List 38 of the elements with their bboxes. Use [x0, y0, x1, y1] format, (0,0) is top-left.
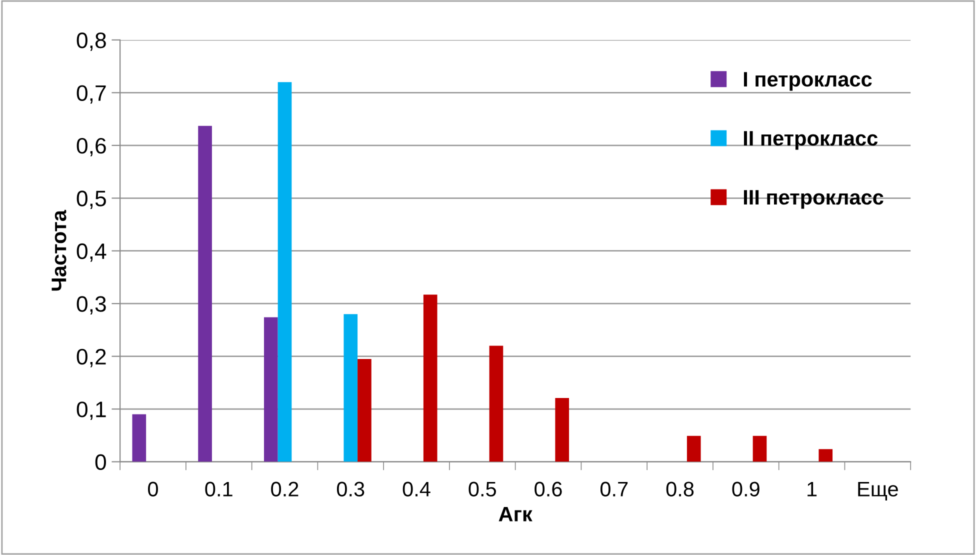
y-axis-title: Частота — [52, 210, 66, 291]
y-tick-label: 0,4 — [76, 243, 106, 262]
x-tick-label: 1 — [808, 482, 817, 496]
bar — [198, 126, 212, 462]
y-tick-label: 0,1 — [76, 402, 106, 420]
bar — [132, 414, 146, 462]
y-tick-label: 0,2 — [76, 348, 106, 368]
bar — [423, 294, 438, 462]
x-axis-title: Агк — [498, 506, 532, 522]
bar — [555, 398, 570, 462]
y-tick-label: 0,3 — [76, 296, 106, 314]
bar — [278, 82, 292, 462]
legend-label: III петрокласс — [744, 190, 884, 209]
y-tick-label: 0,5 — [76, 190, 106, 210]
legend-label: II петрокласс — [744, 131, 878, 150]
bar — [489, 346, 504, 462]
bar — [818, 449, 833, 462]
x-tick-label: 0.5 — [468, 482, 496, 497]
x-tick-label: 0.4 — [402, 482, 430, 497]
bar — [752, 436, 767, 462]
x-tick-label: 0.6 — [534, 482, 562, 497]
x-tick-label: 0.9 — [732, 482, 760, 497]
x-tick-label: 0.2 — [271, 482, 298, 497]
y-tick-label: 0,7 — [76, 85, 106, 104]
x-tick-label: 0.7 — [600, 482, 628, 497]
x-tick-label: Еще — [858, 482, 898, 500]
y-tick-label: 0,6 — [76, 138, 106, 156]
y-tick-label: 0,8 — [76, 32, 106, 51]
x-tick-label: 0 — [148, 482, 158, 497]
bar — [358, 358, 372, 462]
bar — [686, 436, 701, 462]
x-tick-label: 0.3 — [336, 482, 364, 497]
bar — [344, 314, 358, 462]
y-tick-label: 0 — [95, 454, 106, 470]
x-tick-label: 0.8 — [666, 482, 694, 497]
x-tick-label: 0.1 — [205, 482, 232, 497]
legend-label: I петрокласс — [744, 72, 872, 91]
bar — [264, 317, 278, 462]
